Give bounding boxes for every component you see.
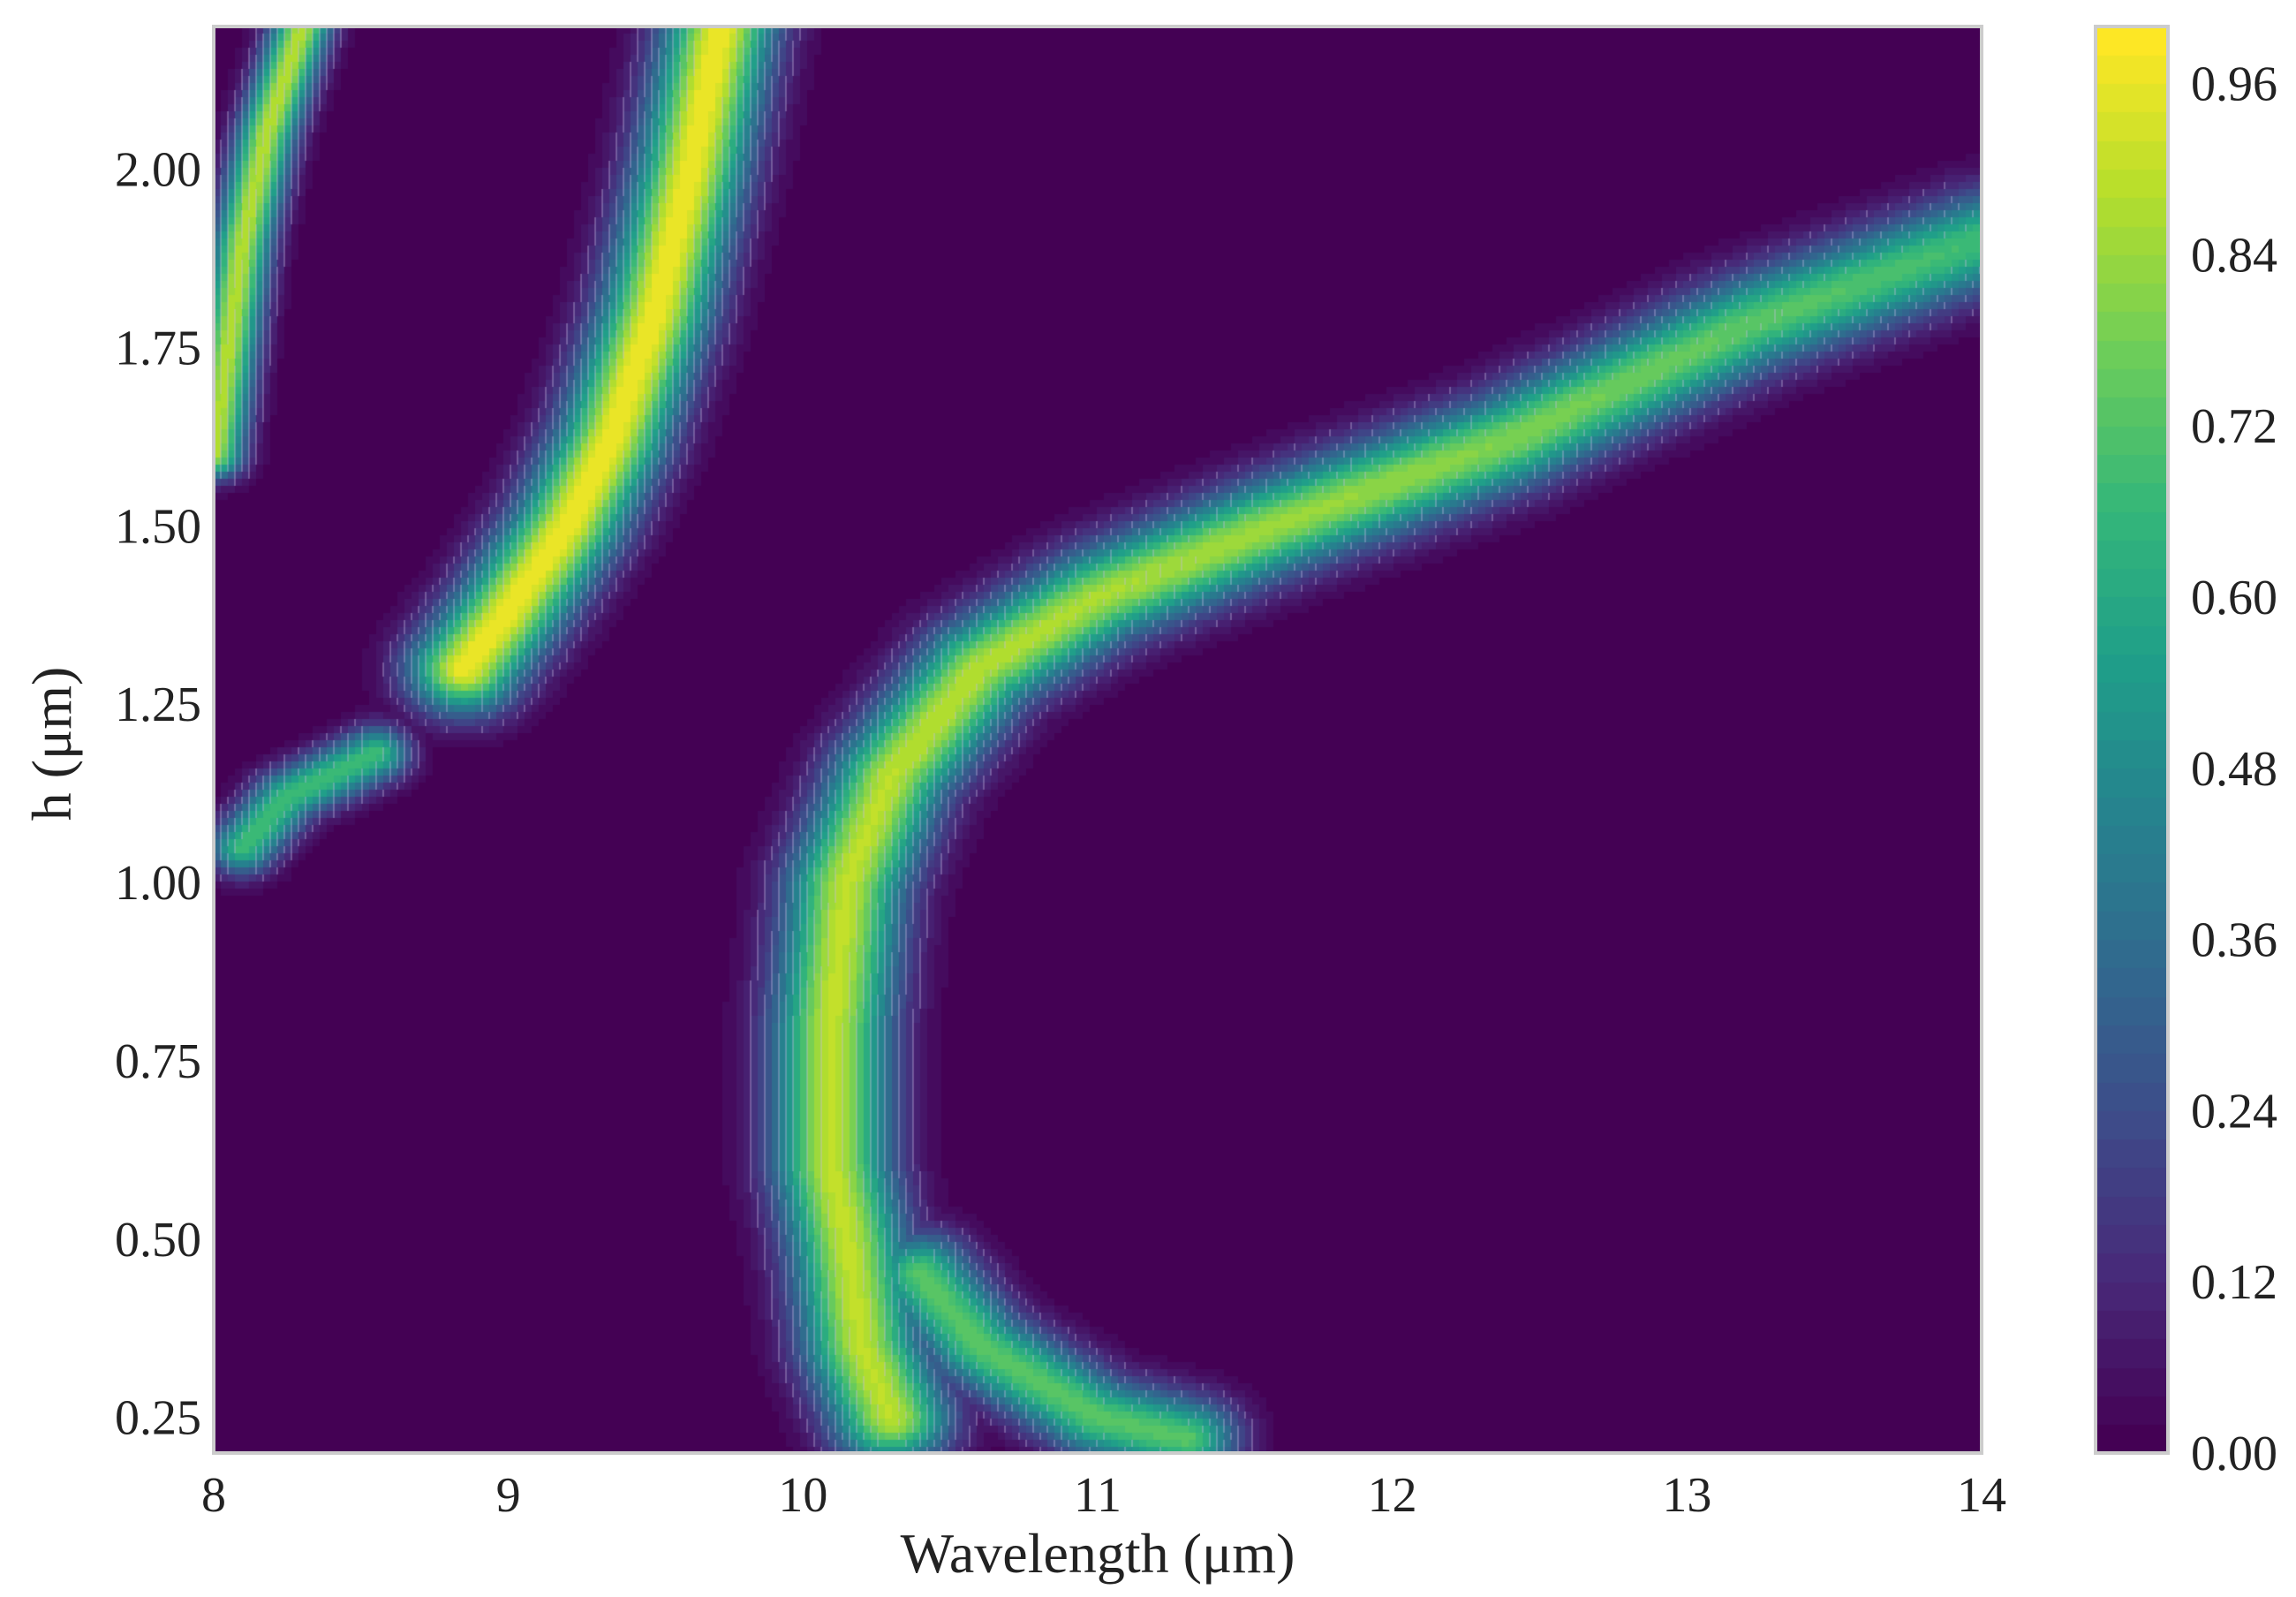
- colorbar-tick-label: 0.72: [2191, 399, 2277, 454]
- y-tick-label: 1.50: [115, 499, 201, 554]
- x-tick-label: 8: [201, 1468, 226, 1523]
- colorbar-container: [2096, 26, 2168, 1453]
- colorbar-ticks: 0.00 0.12 0.24 0.36 0.48 0.60 0.72 0.84 0.96: [2191, 57, 2277, 1481]
- colorbar-tick-label: 0.60: [2191, 571, 2277, 625]
- x-tick-label: 10: [778, 1468, 827, 1523]
- y-axis-label: h (μm): [20, 667, 83, 821]
- y-tick-label: 0.25: [115, 1391, 201, 1446]
- x-axis: 8 9 10 11 12 13 14: [201, 1468, 2006, 1523]
- heatmap-surface: [214, 26, 1982, 1453]
- colorbar-tick-label: 0.12: [2191, 1255, 2277, 1310]
- x-tick-label: 13: [1662, 1468, 1711, 1523]
- plot-area: [212, 25, 1983, 1455]
- heatmap-canvas-container: [214, 26, 1982, 1453]
- colorbar-tick-label: 0.48: [2191, 742, 2277, 797]
- y-tick-label: 1.75: [115, 321, 201, 375]
- y-tick-label: 1.25: [115, 677, 201, 732]
- x-axis-label: Wavelength (μm): [901, 1522, 1295, 1585]
- x-tick-label: 11: [1074, 1468, 1122, 1523]
- x-tick-label: 12: [1368, 1468, 1417, 1523]
- colorbar-tick-label: 0.84: [2191, 228, 2277, 283]
- x-tick-label: 14: [1957, 1468, 2006, 1523]
- y-axis: 0.25 0.50 0.75 1.00 1.25 1.50 1.75 2.00: [115, 143, 201, 1446]
- y-tick-label: 0.50: [115, 1213, 201, 1268]
- plot-frame: [212, 25, 1983, 1455]
- colorbar-tick-label: 0.36: [2191, 913, 2277, 968]
- colorbar-gradient: [2096, 26, 2168, 1453]
- y-tick-label: 1.00: [115, 856, 201, 911]
- colorbar: 0.00 0.12 0.24 0.36 0.48 0.60 0.72 0.84 0.96: [2094, 25, 2277, 1481]
- colorbar-frame: [2094, 25, 2170, 1455]
- colorbar-tick-label: 0.96: [2191, 57, 2277, 112]
- colorbar-tick-label: 0.24: [2191, 1084, 2277, 1139]
- y-tick-label: 2.00: [115, 143, 201, 198]
- colorbar-tick-label: 0.00: [2191, 1427, 2277, 1481]
- x-tick-label: 9: [496, 1468, 521, 1523]
- y-tick-label: 0.75: [115, 1034, 201, 1089]
